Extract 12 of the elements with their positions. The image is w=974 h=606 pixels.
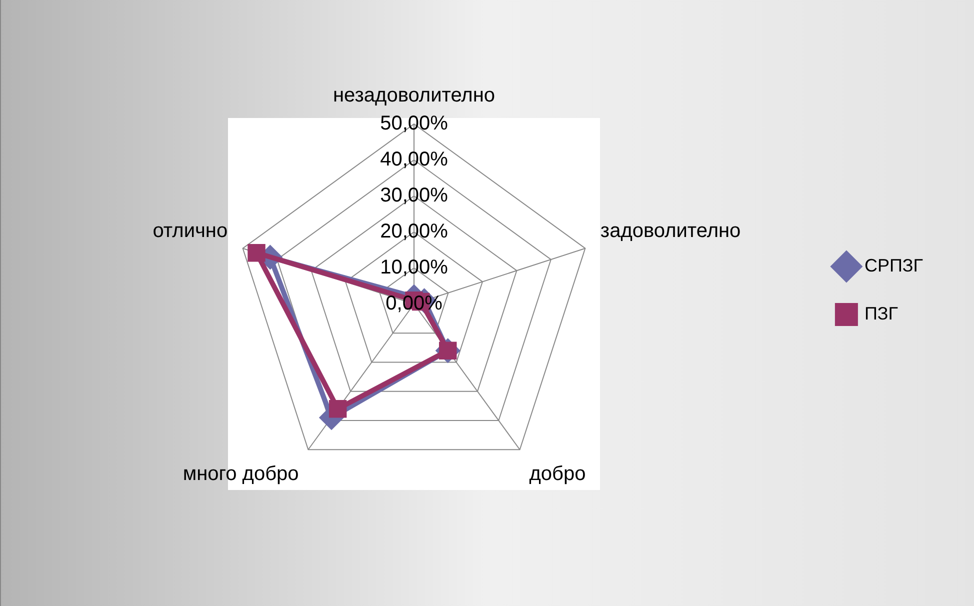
y-tick-label: 20,00%: [380, 220, 448, 243]
y-tick-label: 10,00%: [380, 256, 448, 279]
spoke-label: задоволително: [600, 220, 741, 242]
spoke-label: отлично: [152, 220, 228, 242]
y-tick-label: 50,00%: [380, 112, 448, 135]
spoke-label: добро: [529, 463, 586, 486]
y-tick-label: 30,00%: [380, 184, 448, 207]
spoke-label: много добро: [182, 463, 299, 486]
y-tick-label: 40,00%: [380, 148, 448, 171]
legend-label: СРПЗГ: [864, 255, 924, 276]
legend-label: ПЗГ: [864, 303, 898, 324]
spoke-label: незадоволително: [333, 84, 495, 107]
